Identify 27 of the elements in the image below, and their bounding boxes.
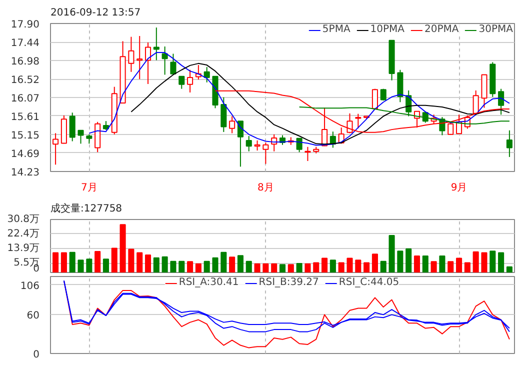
y-tick-label: 106 [20, 280, 40, 292]
x-tick-label: 7月 [80, 182, 98, 194]
y-tick-label: 17.44 [10, 38, 40, 50]
x-tick-label: 8月 [258, 182, 274, 194]
y-tick-label: 60 [26, 310, 40, 322]
chart-title: 2016-09-12 13:57 [50, 8, 141, 18]
chart-title: 成交量:127758 [50, 202, 122, 214]
legend-label: RSI_C:44.05 [338, 277, 400, 288]
legend-label: 10PMA [370, 24, 405, 35]
y-tick-label: 16.52 [10, 75, 40, 86]
y-tick-label: 15.15 [10, 130, 40, 142]
x-tick-label: 9月 [450, 182, 468, 194]
legend-label: 20PMA [424, 24, 459, 35]
y-tick-label: 14.69 [10, 148, 40, 160]
legend-label: RSI_A:30.41 [178, 277, 239, 288]
y-tick-label: 14.23 [10, 168, 40, 178]
y-tick-label: 17.90 [10, 20, 40, 30]
y-tick-label: 16.07 [10, 93, 40, 104]
y-tick-label: 30.8万 [7, 214, 40, 225]
legend-label: 30PMA [478, 24, 513, 35]
legend-label: 5PMA [322, 24, 350, 35]
y-tick-label: 16.98 [10, 56, 40, 68]
y-tick-label: 13.9万 [7, 243, 40, 254]
legend-label: RSI_B:39.27 [258, 277, 319, 288]
y-tick-label: 22.4万 [7, 228, 40, 240]
y-tick-label: 15.61 [10, 112, 40, 123]
y-tick-label: 0 [33, 350, 40, 360]
